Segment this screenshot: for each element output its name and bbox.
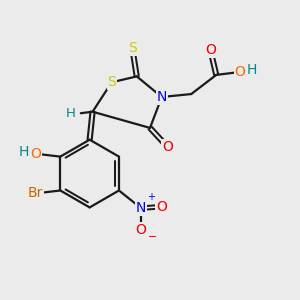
Text: Br: Br: [28, 186, 43, 200]
Text: O: O: [30, 147, 41, 161]
Text: O: O: [162, 140, 173, 154]
Text: H: H: [18, 145, 29, 159]
Text: H: H: [66, 107, 75, 120]
Text: O: O: [136, 223, 146, 237]
Text: +: +: [148, 192, 155, 202]
Text: O: O: [234, 65, 245, 79]
Text: −: −: [148, 232, 157, 242]
Text: H: H: [247, 64, 257, 77]
Text: N: N: [136, 201, 146, 215]
Text: N: N: [157, 90, 167, 104]
Text: O: O: [156, 200, 167, 214]
Text: S: S: [128, 41, 137, 56]
Text: O: O: [205, 43, 216, 57]
Text: S: S: [107, 75, 116, 89]
